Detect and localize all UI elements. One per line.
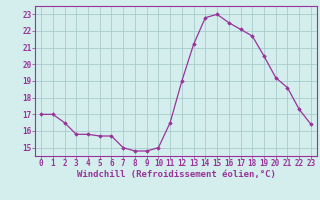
X-axis label: Windchill (Refroidissement éolien,°C): Windchill (Refroidissement éolien,°C) <box>76 170 276 179</box>
